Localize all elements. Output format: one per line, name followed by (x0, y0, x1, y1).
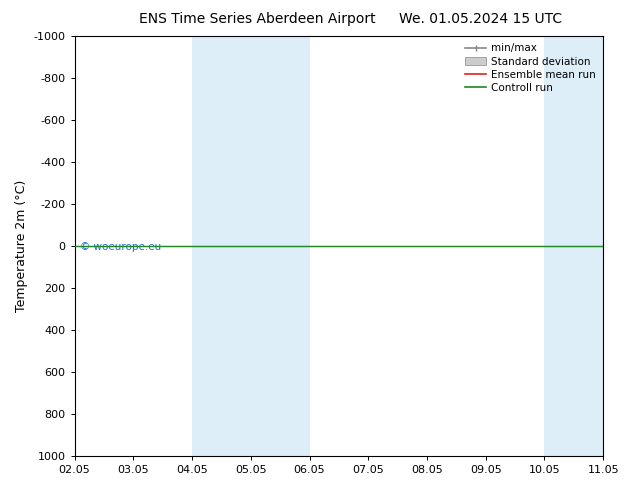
Text: ENS Time Series Aberdeen Airport: ENS Time Series Aberdeen Airport (139, 12, 376, 26)
Text: We. 01.05.2024 15 UTC: We. 01.05.2024 15 UTC (399, 12, 562, 26)
Bar (545, 36, 603, 456)
Bar (603, 36, 634, 456)
Bar (251, 36, 309, 456)
Bar (192, 36, 251, 456)
Legend: min/max, Standard deviation, Ensemble mean run, Controll run: min/max, Standard deviation, Ensemble me… (463, 41, 598, 95)
Text: © woeurope.eu: © woeurope.eu (80, 242, 161, 252)
Y-axis label: Temperature 2m (°C): Temperature 2m (°C) (15, 180, 28, 312)
